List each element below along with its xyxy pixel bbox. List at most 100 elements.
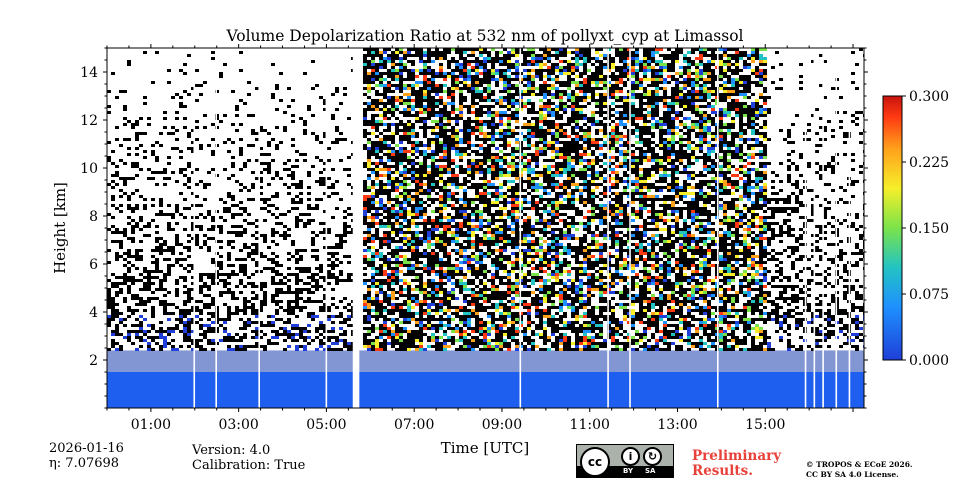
heatmap-cell	[447, 279, 451, 282]
heatmap-cell	[111, 282, 115, 285]
heatmap-cell	[387, 252, 391, 255]
heatmap-cell	[155, 156, 159, 159]
heatmap-cell	[471, 210, 475, 213]
heatmap-cell	[515, 186, 519, 189]
heatmap-cell	[231, 273, 235, 276]
heatmap-cell	[479, 111, 483, 114]
heatmap-cell	[471, 270, 475, 273]
heatmap-cell	[535, 204, 539, 207]
heatmap-cell	[523, 153, 527, 156]
heatmap-cell	[539, 72, 543, 75]
heatmap-cell	[475, 234, 479, 237]
heatmap-cell	[459, 99, 463, 102]
heatmap-cell	[539, 66, 543, 69]
heatmap-cell	[479, 237, 483, 240]
heatmap-cell	[163, 111, 167, 114]
heatmap-cell	[495, 249, 499, 252]
heatmap-cell	[371, 204, 375, 207]
heatmap-cell	[347, 315, 351, 318]
heatmap-cell	[515, 189, 519, 192]
heatmap-cell	[527, 207, 531, 210]
heatmap-cell	[471, 120, 475, 123]
heatmap-cell	[467, 234, 471, 237]
heatmap-cell	[183, 198, 187, 201]
heatmap-cell	[439, 111, 443, 114]
heatmap-cell	[395, 228, 399, 231]
heatmap-cell	[391, 198, 395, 201]
heatmap-cell	[319, 264, 323, 267]
heatmap-cell	[419, 72, 423, 75]
heatmap-cell	[515, 282, 519, 285]
heatmap-cell	[507, 165, 511, 168]
heatmap-cell	[507, 270, 511, 273]
heatmap-cell	[287, 312, 291, 315]
heatmap-cell	[455, 243, 459, 246]
heatmap-cell	[291, 120, 295, 123]
heatmap-cell	[299, 291, 303, 294]
heatmap-cell	[335, 252, 339, 255]
heatmap-cell	[199, 324, 203, 327]
heatmap-cell	[375, 105, 379, 108]
heatmap-cell	[539, 129, 543, 132]
heatmap-cell	[475, 195, 479, 198]
heatmap-cell	[395, 186, 399, 189]
heatmap-cell	[203, 198, 207, 201]
heatmap-cell	[135, 165, 139, 168]
heatmap-cell	[227, 258, 231, 261]
heatmap-cell	[391, 294, 395, 297]
heatmap-cell	[375, 279, 379, 282]
heatmap-cell	[203, 348, 207, 351]
heatmap-cell	[515, 261, 519, 264]
heatmap-cell	[511, 174, 515, 177]
heatmap-cell	[483, 177, 487, 180]
heatmap-cell	[471, 315, 475, 318]
heatmap-cell	[163, 168, 167, 171]
heatmap-cell	[459, 204, 463, 207]
heatmap-cell	[535, 165, 539, 168]
heatmap-cell	[439, 213, 443, 216]
heatmap-cell	[423, 99, 427, 102]
heatmap-cell	[467, 207, 471, 210]
heatmap-cell	[323, 210, 327, 213]
heatmap-cell	[223, 168, 227, 171]
heatmap-cell	[299, 330, 303, 333]
heatmap-cell	[539, 228, 543, 231]
heatmap-cell	[427, 195, 431, 198]
heatmap-cell	[491, 237, 495, 240]
heatmap-cell	[547, 99, 551, 102]
heatmap-cell	[243, 270, 247, 273]
heatmap-cell	[287, 267, 291, 270]
heatmap-cell	[379, 93, 383, 96]
heatmap-cell	[215, 330, 219, 333]
heatmap-cell	[363, 207, 367, 210]
heatmap-cell	[467, 132, 471, 135]
heatmap-cell	[411, 234, 415, 237]
heatmap-cell	[195, 84, 199, 87]
heatmap-cell	[259, 330, 263, 333]
heatmap-cell	[383, 345, 387, 348]
heatmap-cell	[475, 297, 479, 300]
heatmap-cell	[479, 60, 483, 63]
heatmap-cell	[459, 105, 463, 108]
heatmap-cell	[315, 348, 319, 351]
heatmap-cell	[543, 180, 547, 183]
heatmap-cell	[419, 285, 423, 288]
heatmap-cell	[123, 324, 127, 327]
heatmap-cell	[539, 279, 543, 282]
heatmap-cell	[507, 132, 511, 135]
heatmap-cell	[143, 234, 147, 237]
heatmap-cell	[527, 126, 531, 129]
heatmap-cell	[419, 57, 423, 60]
heatmap-cell	[527, 81, 531, 84]
heatmap-cell	[387, 180, 391, 183]
heatmap-cell	[439, 240, 443, 243]
heatmap-cell	[131, 177, 135, 180]
heatmap-cell	[523, 312, 527, 315]
heatmap-cell	[159, 144, 163, 147]
heatmap-cell	[479, 294, 483, 297]
heatmap-cell	[267, 153, 271, 156]
heatmap-cell	[411, 93, 415, 96]
heatmap-cell	[419, 336, 423, 339]
heatmap-cell	[471, 225, 475, 228]
heatmap-cell	[163, 243, 167, 246]
